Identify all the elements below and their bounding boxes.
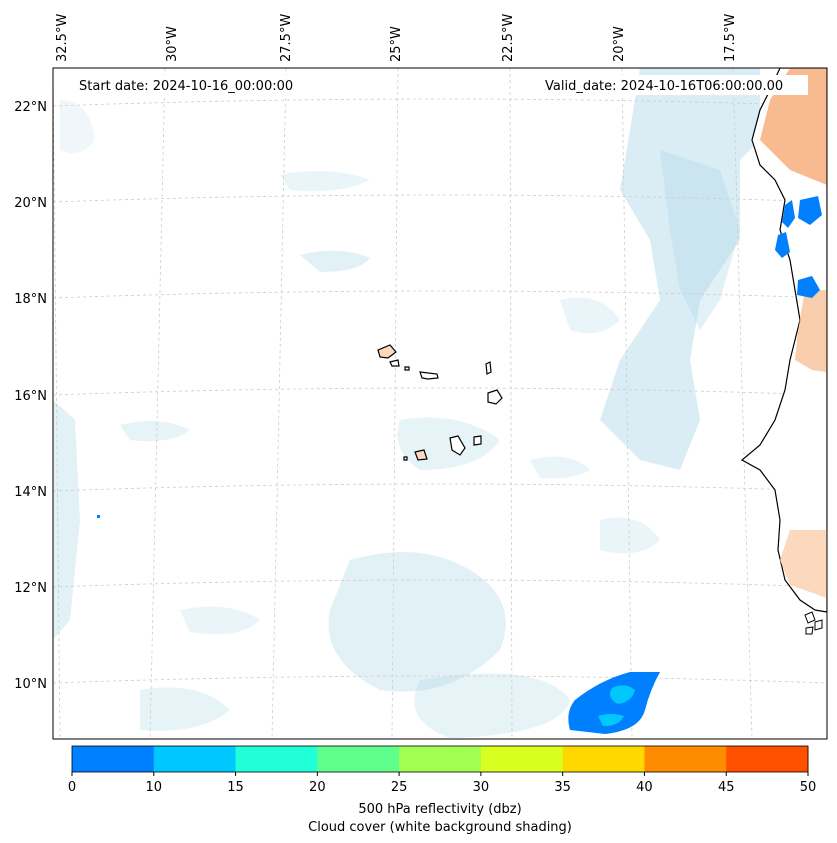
colorbar-segment <box>399 746 482 772</box>
lat-label: 16°N <box>14 389 47 404</box>
lon-label: 20°W <box>612 26 627 62</box>
graticule <box>53 68 827 739</box>
map-frame <box>52 67 828 740</box>
map-content <box>53 68 827 739</box>
lat-label: 14°N <box>14 485 47 500</box>
colorbar-tick-label: 15 <box>227 780 244 795</box>
colorbar-tick-label: 10 <box>146 780 163 795</box>
lat-label: 18°N <box>14 292 47 307</box>
colorbar-segment <box>562 746 645 772</box>
colorbar-segment <box>153 746 237 772</box>
colorbar-label: 500 hPa reflectivity (dbz) <box>358 802 521 817</box>
cape-verde-islands <box>377 344 503 461</box>
colorbar-tick-label: 20 <box>309 780 326 795</box>
colorbar <box>71 745 809 773</box>
lon-label: 25°W <box>389 26 404 62</box>
colorbar-tick-label: 45 <box>718 780 735 795</box>
lat-label: 22°N <box>14 100 47 115</box>
longitude-labels: 32.5°W 30°W 27.5°W 25°W 22.5°W 20°W 17.5… <box>55 14 738 62</box>
map-panel <box>53 68 827 739</box>
valid-date-text: Valid_date: 2024-10-16T06:00:00.00 <box>545 79 783 94</box>
colorbar-sublabel: Cloud cover (white background shading) <box>308 820 572 835</box>
start-date-text: Start date: 2024-10-16_00:00:00 <box>79 79 293 94</box>
lon-label: 22.5°W <box>501 14 516 62</box>
colorbar-ticks: 0 10 15 20 25 30 35 40 45 50 <box>68 772 816 795</box>
colorbar-tick-label: 0 <box>68 780 76 795</box>
colorbar-segment <box>235 746 318 772</box>
lat-label: 12°N <box>14 581 47 596</box>
reflectivity-echoes <box>97 196 822 734</box>
lon-label: 30°W <box>165 26 180 62</box>
colorbar-segment <box>72 746 155 772</box>
colorbar-tick-label: 40 <box>636 780 653 795</box>
colorbar-tick-label: 25 <box>391 780 408 795</box>
lon-label: 32.5°W <box>55 14 70 62</box>
lon-label: 17.5°W <box>723 14 738 62</box>
header-start-date: Start date: 2024-10-16_00:00:00 <box>70 75 320 95</box>
colorbar-segment <box>726 746 809 772</box>
header-valid-date: Valid_date: 2024-10-16T06:00:00.00 <box>540 75 808 95</box>
colorbar-segment <box>644 746 727 772</box>
lat-label: 20°N <box>14 196 47 211</box>
cloud-cover-shading <box>53 68 760 738</box>
bijagos-islands <box>804 611 823 635</box>
colorbar-tick-label: 35 <box>554 780 571 795</box>
latitude-labels: 22°N 20°N 18°N 16°N 14°N 12°N 10°N <box>14 100 47 692</box>
lat-label: 10°N <box>14 677 47 692</box>
colorbar-border <box>71 745 809 773</box>
colorbar-tick-label: 50 <box>800 780 817 795</box>
colorbar-tick-label: 30 <box>473 780 490 795</box>
colorbar-segment <box>480 746 564 772</box>
lon-label: 27.5°W <box>279 14 294 62</box>
colorbar-segment <box>317 746 400 772</box>
